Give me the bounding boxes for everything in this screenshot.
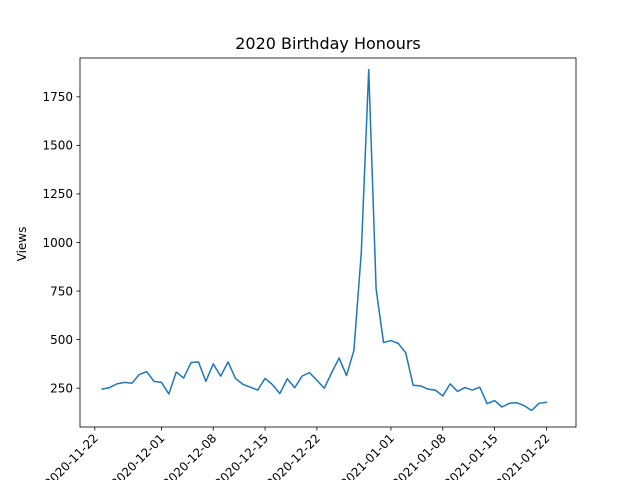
y-tick-label: 1750 bbox=[42, 90, 73, 104]
y-tick-label: 1250 bbox=[42, 187, 73, 201]
y-tick-label: 250 bbox=[50, 381, 73, 395]
series-line-views bbox=[101, 68, 548, 412]
y-tick-label: 500 bbox=[50, 333, 73, 347]
y-tick-label: 750 bbox=[50, 284, 73, 298]
y-tick-label: 1500 bbox=[42, 139, 73, 153]
y-axis-label: Views bbox=[15, 227, 29, 262]
y-tick-label: 1000 bbox=[42, 236, 73, 250]
chart-title: 2020 Birthday Honours bbox=[235, 34, 421, 53]
plot-frame bbox=[79, 57, 577, 428]
